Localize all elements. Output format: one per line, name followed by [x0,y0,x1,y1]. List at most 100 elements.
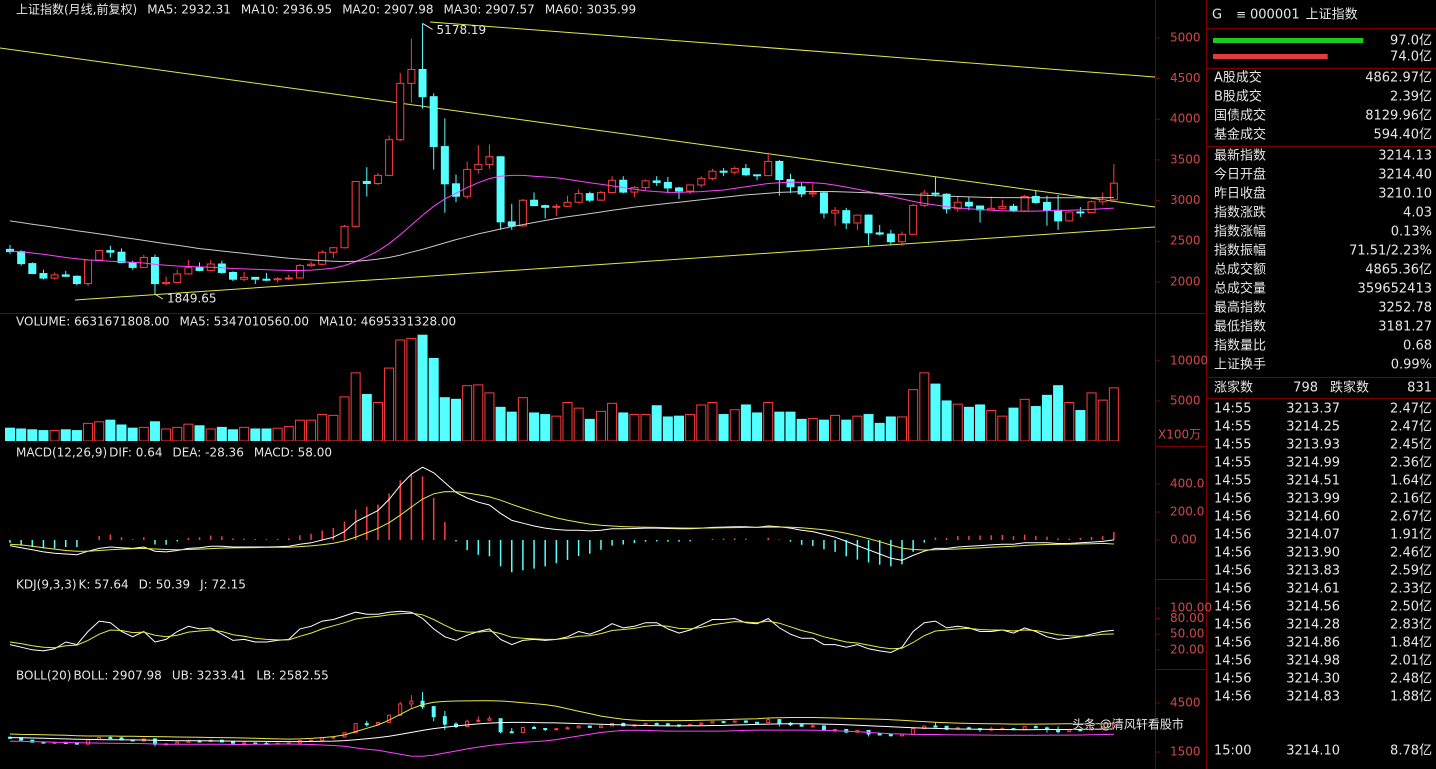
candle-body [117,251,126,264]
volume-bar [562,402,573,441]
volume-bar [406,337,417,441]
stat-label: 今日开盘 [1214,167,1266,183]
candle-body [775,160,784,181]
candle-body [442,716,447,725]
candle-body [810,725,815,728]
volume-bar [161,428,172,441]
candle-body [1009,205,1018,212]
y-tick-label: 4500 [1170,695,1201,709]
breadth-label: 涨家数 [1214,380,1253,396]
candle-body [998,205,1007,209]
volume-bar [350,372,361,441]
volume-bar [306,419,317,441]
candle-body [106,250,115,253]
volume-bar [919,372,930,441]
y-tick-label: 100.00 [1170,601,1212,615]
candle-body [518,199,527,227]
tick-time: 14:56 [1214,492,1251,507]
candle-body [875,232,884,235]
candle-body [911,727,916,735]
volume-bar [595,410,606,441]
volume-bar [250,428,261,441]
candle-body [242,742,247,745]
stat-label: A股成交 [1214,70,1262,86]
stat-label: B股成交 [1214,89,1262,105]
volume-bar [740,404,751,441]
candle-body [351,180,360,227]
volume-bar [1019,398,1030,441]
candle-body [708,170,717,179]
panel-title: KDJ(9,3,3) [16,578,77,592]
candle-body [362,180,371,184]
candle-body [396,82,405,141]
candle-body [643,723,648,726]
volume-bar [752,412,763,441]
candle-body [84,259,93,285]
candle-body [251,276,260,280]
candle-body [509,731,514,734]
candle-body [184,267,193,275]
low-annotation: 1849.65 [167,292,217,306]
volume-bar [216,426,227,441]
candle-body [17,251,26,265]
candle-body [320,737,325,741]
high-annotation: 5178.19 [437,23,487,37]
candle-body [821,725,826,731]
annotation-leader [422,22,433,30]
tick-time: 14:56 [1214,510,1251,525]
volume-bar [897,416,907,441]
candle-body [240,276,249,280]
volume-bar [1086,392,1097,441]
candle-body [596,191,605,201]
tick-volume: 8.78亿 [1390,744,1432,759]
flow-label: 97.0亿 [1390,34,1432,49]
candle-body [418,68,427,98]
stat-label: 指数振幅 [1214,244,1266,259]
legend-entry: MA10: 2936.95 [241,3,332,17]
tick-time: 14:55 [1214,456,1251,471]
candle-body [864,214,873,234]
menu-icon[interactable]: ≡ [1236,8,1246,22]
candle-body [353,723,358,734]
tick-time: 14:56 [1214,528,1251,543]
plot-area: 5178.19 1849.65 [6,22,1118,306]
candle-body [476,719,481,722]
tick-price: 3214.98 [1286,654,1340,669]
tick-time: 14:56 [1214,672,1251,687]
tick-time: 14:55 [1214,474,1251,489]
stat-value: 3252.78 [1378,301,1432,316]
tick-price: 3214.99 [1286,456,1340,471]
candle-body [1065,211,1074,222]
volume-bar [885,416,896,441]
volume-bar [618,412,629,441]
breadth-label: 跌家数 [1330,380,1369,396]
volume-bar [1041,394,1052,441]
candle-body [574,193,583,203]
volume-bar [651,405,662,441]
candle-body [108,737,113,740]
volume-bar [194,425,205,441]
stat-value: 3181.27 [1378,320,1432,335]
candle-body [619,179,628,193]
stat-label: 总成交额 [1214,262,1266,278]
indicator-line [9,721,1114,743]
candle-body [565,727,570,730]
tick-price: 3214.51 [1286,474,1340,489]
chart-panel: KDJ(9,3,3) K: 57.64 D: 50.39 J: 72.15 [0,577,1155,654]
candle-body [398,703,403,716]
candle-body [463,168,472,197]
volume-bar [428,357,439,441]
volume-bar [361,394,372,441]
flow-bar [1213,38,1364,43]
tick-volume: 2.33亿 [1390,582,1432,597]
candle-body [229,271,237,280]
candle-body [150,256,159,285]
candle-body [162,281,171,285]
volume-bar [718,414,729,441]
volume-bar [1108,387,1119,441]
candle-body [652,180,661,183]
tick-time: 14:56 [1214,582,1251,597]
candle-body [786,179,795,188]
stat-label: 最新指数 [1214,148,1266,164]
stat-value: 0.13% [1391,225,1432,240]
